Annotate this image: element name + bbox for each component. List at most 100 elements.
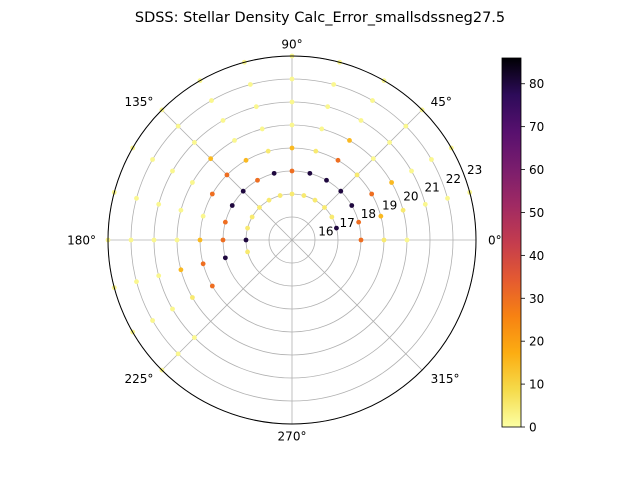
data-point (178, 207, 184, 213)
data-point (338, 188, 344, 194)
angular-gridline (161, 239, 293, 371)
data-point (356, 219, 362, 225)
radial-tick-label: 16 (318, 225, 333, 239)
data-point (134, 279, 139, 285)
data-point (190, 295, 195, 300)
data-point (257, 205, 262, 210)
data-point (319, 126, 325, 132)
colorbar-tick-label: 10 (529, 378, 544, 392)
data-point (307, 170, 313, 176)
data-point (445, 195, 450, 201)
data-point (335, 157, 341, 163)
data-point (209, 191, 215, 197)
data-point (429, 157, 434, 162)
data-point (334, 225, 339, 231)
data-point (245, 225, 250, 231)
colorbar: 0 10 20 30 40 50 60 70 80 (501, 57, 544, 435)
data-point (354, 172, 360, 178)
data-point (347, 138, 352, 143)
data-point (192, 140, 197, 145)
data-point (400, 207, 406, 213)
polar-frame (107, 55, 477, 425)
data-point (259, 126, 265, 132)
polar-outline (107, 55, 477, 425)
data-point (289, 145, 295, 151)
data-point (243, 157, 249, 163)
data-point (192, 335, 197, 340)
data-point (128, 237, 134, 243)
data-point (156, 201, 162, 207)
data-point (271, 170, 277, 176)
data-point (370, 98, 375, 103)
data-point (197, 237, 203, 243)
data-point (289, 99, 295, 105)
data-point (175, 351, 181, 357)
data-point (289, 76, 295, 82)
data-point (151, 237, 157, 243)
data-point (175, 123, 181, 129)
chart-title: SDSS: Stellar Density Calc_Error_smallsd… (135, 10, 505, 26)
data-point (209, 98, 214, 103)
colorbar-tick-label: 60 (529, 163, 544, 177)
data-point (369, 191, 375, 197)
data-point (200, 261, 206, 267)
data-point (247, 82, 253, 87)
data-point (277, 193, 283, 198)
angle-tick-label: 45° (431, 95, 452, 109)
data-point (325, 104, 331, 110)
data-point (253, 104, 259, 110)
data-point (422, 201, 428, 207)
radial-tick-label: 21 (424, 181, 439, 195)
colorbar-tick-label: 30 (529, 292, 544, 306)
data-point (150, 318, 155, 323)
radial-tick-label: 22 (446, 172, 461, 186)
data-point (190, 180, 195, 185)
data-point (404, 237, 410, 243)
data-point (156, 273, 162, 279)
radial-tick-label: 23 (467, 163, 482, 177)
angle-tick-label: 90° (281, 38, 302, 52)
data-point (220, 237, 226, 243)
angle-tick-label: 270° (278, 430, 307, 444)
data-point (240, 188, 246, 194)
angle-tick-label: 180° (67, 234, 96, 248)
data-point (370, 156, 376, 162)
angular-gridline (291, 239, 423, 371)
colorbar-gradient (501, 57, 522, 428)
radial-tick-labels: 16 17 18 19 20 21 22 23 (318, 163, 482, 239)
data-point (313, 148, 319, 154)
data-point (331, 82, 337, 87)
data-point (378, 213, 384, 219)
data-point (134, 195, 139, 201)
data-point (301, 193, 307, 198)
angle-tick-label: 135° (125, 95, 154, 109)
data-point (265, 148, 271, 154)
data-point (322, 205, 327, 210)
data-point (222, 219, 228, 225)
data-point (403, 123, 409, 129)
data-point (381, 237, 387, 243)
data-point (245, 249, 250, 255)
radial-tick-label: 20 (403, 189, 418, 203)
data-point (387, 140, 392, 145)
data-point (329, 214, 335, 220)
data-point (289, 168, 295, 174)
data-point (389, 180, 394, 185)
data-point (170, 306, 175, 312)
angle-tick-label: 0° (488, 234, 502, 248)
data-point (229, 203, 235, 208)
data-point (170, 168, 175, 174)
angle-tick-label: 315° (431, 372, 460, 386)
data-point (209, 283, 215, 289)
radial-tick-label: 18 (361, 207, 376, 221)
radial-tick-label: 17 (339, 216, 354, 230)
angle-tick-label: 225° (125, 372, 154, 386)
data-point (208, 156, 214, 162)
data-point (312, 197, 318, 203)
colorbar-tick-label: 80 (529, 77, 544, 91)
colorbar-tick-label: 70 (529, 120, 544, 134)
data-point (224, 172, 230, 178)
data-point (220, 118, 226, 123)
